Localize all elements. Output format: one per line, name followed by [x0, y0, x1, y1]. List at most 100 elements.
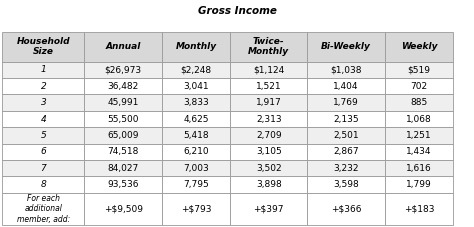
Bar [230, 160, 307, 177]
Bar [2, 177, 84, 193]
Text: Household
Size: Household Size [17, 37, 70, 57]
Bar [162, 78, 230, 94]
Bar [307, 111, 385, 127]
Text: +$397: +$397 [254, 204, 284, 213]
Text: Weekly: Weekly [401, 42, 437, 51]
Bar [385, 62, 453, 78]
Bar [2, 193, 84, 225]
Text: 3,232: 3,232 [333, 164, 359, 173]
Text: 3,598: 3,598 [333, 180, 359, 189]
Bar [230, 78, 307, 94]
Bar [230, 144, 307, 160]
Bar [385, 78, 453, 94]
Bar [385, 193, 453, 225]
Text: 1,616: 1,616 [406, 164, 432, 173]
Bar [307, 32, 385, 62]
Bar [307, 144, 385, 160]
Text: $26,973: $26,973 [105, 65, 142, 74]
Text: Monthly: Monthly [175, 42, 217, 51]
Text: For each
additional
member, add:: For each additional member, add: [17, 194, 70, 224]
Bar [307, 177, 385, 193]
Text: 3,041: 3,041 [183, 82, 209, 91]
Bar [230, 127, 307, 144]
Text: 6,210: 6,210 [183, 147, 209, 156]
Bar [162, 111, 230, 127]
Text: 5,418: 5,418 [183, 131, 209, 140]
Text: $1,038: $1,038 [330, 65, 362, 74]
Bar [2, 127, 84, 144]
Text: 6: 6 [41, 147, 46, 156]
Text: 2,135: 2,135 [333, 115, 359, 123]
Text: 3,898: 3,898 [256, 180, 282, 189]
Text: Bi-Weekly: Bi-Weekly [321, 42, 371, 51]
Text: +$183: +$183 [403, 204, 434, 213]
Bar [84, 144, 162, 160]
Bar [385, 144, 453, 160]
Bar [307, 193, 385, 225]
Text: 1,068: 1,068 [406, 115, 432, 123]
Bar [230, 32, 307, 62]
Text: 93,536: 93,536 [108, 180, 139, 189]
Bar [2, 111, 84, 127]
Bar [84, 127, 162, 144]
Text: $1,124: $1,124 [253, 65, 284, 74]
Bar [84, 193, 162, 225]
Bar [307, 78, 385, 94]
Bar [2, 144, 84, 160]
Text: $2,248: $2,248 [181, 65, 211, 74]
Bar [162, 62, 230, 78]
Bar [385, 94, 453, 111]
Text: 1: 1 [41, 65, 46, 74]
Bar [2, 94, 84, 111]
Text: 2,709: 2,709 [256, 131, 282, 140]
Text: 3,833: 3,833 [183, 98, 209, 107]
Bar [84, 62, 162, 78]
Bar [307, 160, 385, 177]
Bar [385, 177, 453, 193]
Text: 1,434: 1,434 [406, 147, 432, 156]
Text: 3: 3 [41, 98, 46, 107]
Bar [84, 94, 162, 111]
Text: Twice-
Monthly: Twice- Monthly [248, 37, 289, 57]
Bar [162, 127, 230, 144]
Text: 7: 7 [41, 164, 46, 173]
Bar [2, 32, 84, 62]
Text: 1,799: 1,799 [406, 180, 432, 189]
Bar [84, 177, 162, 193]
Text: 3,105: 3,105 [256, 147, 282, 156]
Bar [230, 111, 307, 127]
Bar [2, 78, 84, 94]
Text: $519: $519 [407, 65, 430, 74]
Bar [2, 62, 84, 78]
Text: 2: 2 [41, 82, 46, 91]
Bar [230, 62, 307, 78]
Bar [230, 94, 307, 111]
Text: 702: 702 [410, 82, 428, 91]
Text: 1,404: 1,404 [333, 82, 359, 91]
Text: 885: 885 [410, 98, 428, 107]
Bar [385, 160, 453, 177]
Text: 3,502: 3,502 [256, 164, 282, 173]
Text: 2,313: 2,313 [256, 115, 282, 123]
Bar [162, 160, 230, 177]
Bar [84, 78, 162, 94]
Bar [162, 32, 230, 62]
Text: +$9,509: +$9,509 [104, 204, 143, 213]
Text: 65,009: 65,009 [108, 131, 139, 140]
Text: 2,867: 2,867 [333, 147, 359, 156]
Bar [162, 177, 230, 193]
Bar [307, 127, 385, 144]
Text: Annual: Annual [106, 42, 141, 51]
Bar [162, 144, 230, 160]
Bar [307, 62, 385, 78]
Text: +$793: +$793 [181, 204, 211, 213]
Text: 5: 5 [41, 131, 46, 140]
Text: 1,521: 1,521 [256, 82, 282, 91]
Bar [385, 127, 453, 144]
Bar [84, 111, 162, 127]
Bar [84, 32, 162, 62]
Text: 1,769: 1,769 [333, 98, 359, 107]
Bar [385, 32, 453, 62]
Text: 55,500: 55,500 [108, 115, 139, 123]
Bar [84, 160, 162, 177]
